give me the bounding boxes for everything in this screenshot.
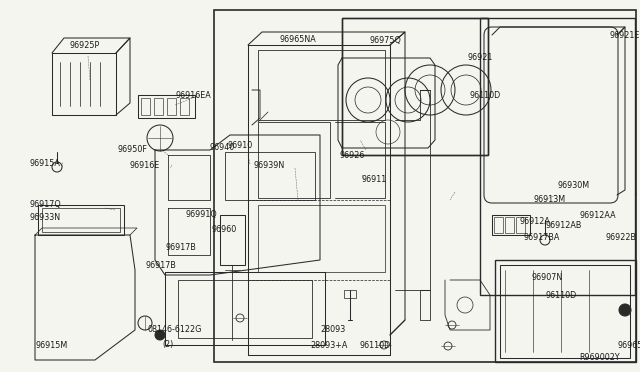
- Bar: [167, 98, 176, 115]
- Bar: [225, 152, 315, 200]
- Bar: [516, 217, 525, 233]
- Text: R969002Y: R969002Y: [579, 353, 620, 362]
- Text: 96917B: 96917B: [165, 244, 196, 253]
- Text: 96933N: 96933N: [30, 214, 61, 222]
- Text: 96926: 96926: [340, 151, 365, 160]
- Text: 96916EA: 96916EA: [175, 90, 211, 99]
- Text: 96110D: 96110D: [360, 340, 391, 350]
- Bar: [42, 208, 120, 232]
- Text: 96907N: 96907N: [532, 273, 563, 282]
- Text: 96110D: 96110D: [545, 291, 576, 299]
- Text: 96965NA: 96965NA: [280, 35, 317, 45]
- Bar: [214, 10, 636, 362]
- Text: 96912AB: 96912AB: [545, 221, 581, 230]
- Text: 96950F: 96950F: [118, 145, 148, 154]
- Text: 96921: 96921: [468, 54, 493, 62]
- Text: 96912A: 96912A: [520, 218, 551, 227]
- Text: 96991Q: 96991Q: [185, 211, 217, 219]
- Bar: [178, 280, 312, 338]
- Text: 96915M: 96915M: [35, 340, 67, 350]
- Text: 96940: 96940: [210, 144, 236, 153]
- Text: 96110D: 96110D: [470, 90, 501, 99]
- Text: 28093: 28093: [320, 326, 345, 334]
- Text: 96913M: 96913M: [533, 196, 565, 205]
- Text: 96910: 96910: [228, 141, 253, 150]
- Bar: [505, 217, 514, 233]
- Text: 96912AA: 96912AA: [580, 211, 616, 219]
- Circle shape: [155, 330, 165, 340]
- Bar: [258, 50, 385, 120]
- Text: 96975Q: 96975Q: [370, 35, 402, 45]
- Text: 96930M: 96930M: [558, 180, 590, 189]
- Bar: [258, 205, 385, 272]
- Text: 96960: 96960: [212, 225, 237, 234]
- Text: 96921E: 96921E: [610, 31, 640, 39]
- Bar: [154, 98, 163, 115]
- Bar: [220, 215, 245, 265]
- Text: 96915A: 96915A: [30, 158, 61, 167]
- Bar: [492, 215, 530, 235]
- Text: 96925P: 96925P: [70, 41, 100, 49]
- Bar: [258, 122, 330, 198]
- Text: 96917BA: 96917BA: [524, 234, 561, 243]
- Text: 96922B: 96922B: [605, 234, 636, 243]
- Bar: [38, 205, 124, 235]
- Bar: [180, 98, 189, 115]
- Bar: [344, 290, 356, 298]
- Text: 96965N: 96965N: [618, 340, 640, 350]
- Bar: [342, 18, 488, 155]
- Bar: [495, 260, 636, 362]
- Text: 96939N: 96939N: [254, 160, 285, 170]
- Text: 28093+A: 28093+A: [310, 340, 348, 350]
- Text: 96917Q: 96917Q: [30, 201, 61, 209]
- Bar: [494, 217, 503, 233]
- Text: 96911: 96911: [362, 176, 387, 185]
- Circle shape: [619, 304, 631, 316]
- Text: (2): (2): [162, 340, 173, 350]
- Bar: [138, 95, 195, 118]
- Text: 96917B: 96917B: [145, 260, 176, 269]
- Bar: [500, 265, 630, 358]
- Bar: [480, 18, 635, 295]
- Bar: [342, 18, 488, 155]
- Text: 08146-6122G: 08146-6122G: [148, 326, 202, 334]
- Text: 96916E: 96916E: [130, 160, 160, 170]
- Bar: [141, 98, 150, 115]
